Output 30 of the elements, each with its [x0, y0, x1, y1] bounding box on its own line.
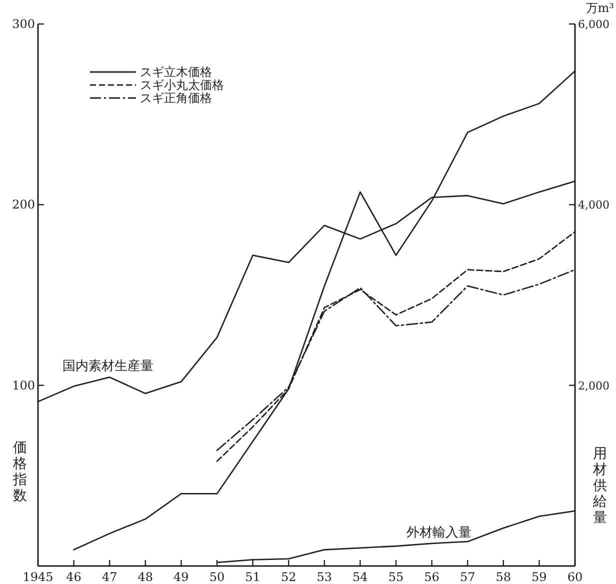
y-tick-label: 100: [12, 378, 35, 392]
x-tick-label: 57: [460, 570, 476, 584]
x-tick-label: 52: [280, 570, 296, 584]
x-tick-label: 56: [424, 570, 440, 584]
x-tick-label: 49: [174, 570, 189, 584]
x-tick-label: 48: [138, 570, 154, 584]
y2-axis-title: 用材供給量: [592, 446, 607, 526]
x-tick-label: 1945: [22, 570, 54, 584]
x-tick-label: 47: [102, 570, 118, 584]
x-tick-label: 59: [532, 570, 547, 584]
x-tick-label: 54: [352, 570, 368, 584]
y-axis-title: 価格指数: [12, 440, 27, 504]
legend-label: スギ小丸太価格: [140, 78, 224, 92]
series-label: 外材輸入量: [406, 525, 472, 540]
y2-tick-label: 6,000: [578, 18, 610, 31]
x-tick-label: 50: [209, 570, 225, 584]
x-tick-label: 55: [388, 570, 404, 584]
y2-tick-label: 4,000: [578, 198, 610, 212]
y2-tick-label: 2,000: [578, 379, 610, 392]
y-tick-label: 300: [12, 17, 35, 31]
legend-label: スギ正角価格: [140, 91, 212, 105]
x-tick-label: 53: [316, 570, 332, 584]
legend-label: スギ立木価格: [140, 65, 212, 79]
x-tick-label: 46: [66, 570, 82, 584]
y-tick-label: 200: [12, 198, 35, 212]
x-tick-label: 58: [496, 570, 512, 584]
x-tick-label: 51: [245, 570, 260, 584]
x-tick-label: 60: [567, 570, 583, 584]
series-label: 国内素材生産量: [62, 358, 154, 374]
text: 万m³: [586, 1, 614, 15]
